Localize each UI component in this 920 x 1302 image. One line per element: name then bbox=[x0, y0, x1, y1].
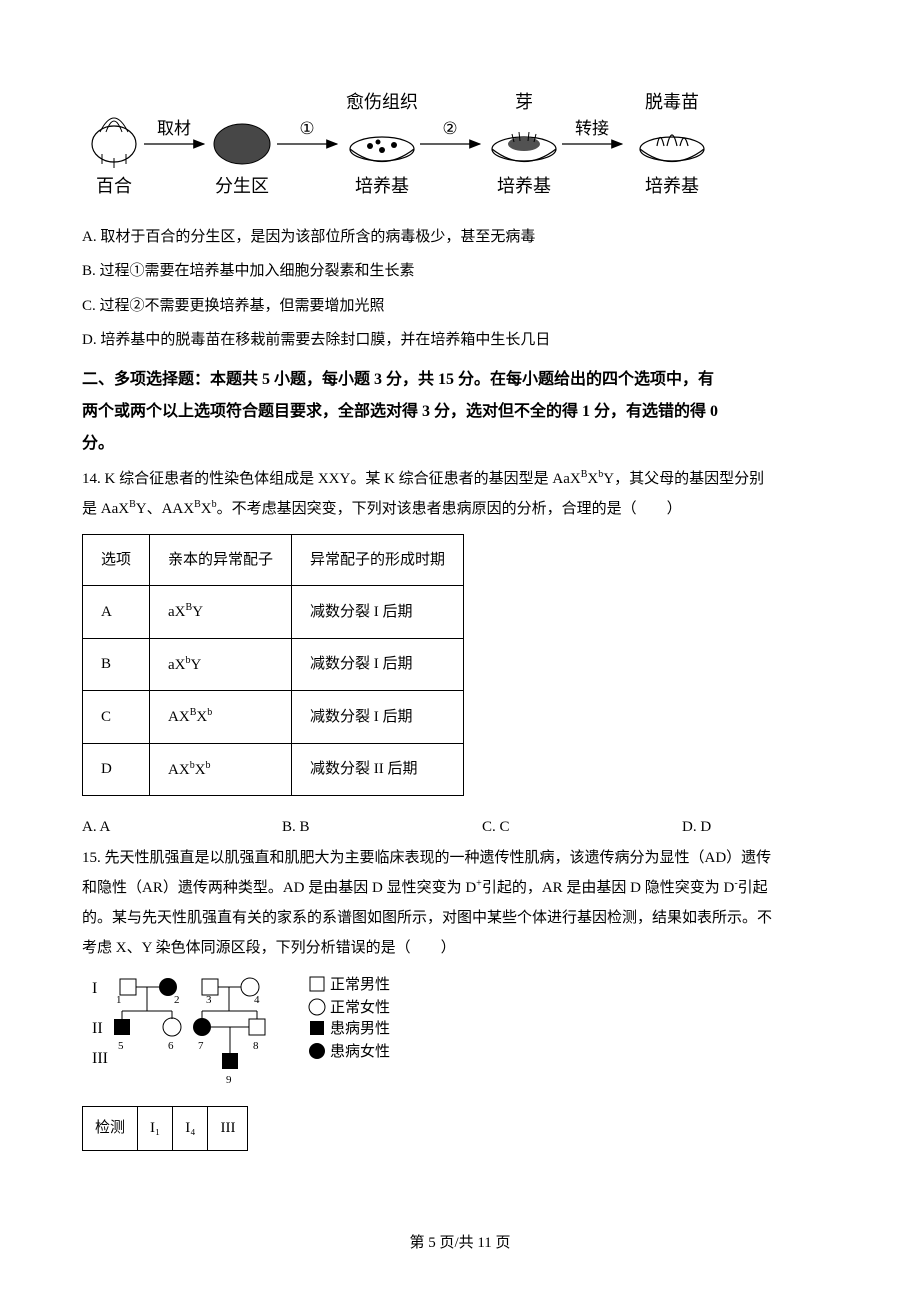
diagram-label-meristem: 分生区 bbox=[215, 176, 269, 196]
diagram-label-lily: 百合 bbox=[96, 176, 132, 196]
q15-table: 检测 I₁ I₄ III bbox=[82, 1106, 248, 1151]
diagram-top-bud: 芽 bbox=[515, 92, 533, 112]
q14-table: 选项 亲本的异常配子 异常配子的形成时期 A aXBY 减数分裂 I 后期 B … bbox=[82, 534, 464, 797]
virusfree-dish-icon bbox=[640, 135, 704, 162]
page-footer: 第 5 页/共 11 页 bbox=[0, 1232, 920, 1255]
table-row: B aXbY 减数分裂 I 后期 bbox=[83, 638, 464, 691]
svg-text:4: 4 bbox=[254, 994, 260, 1006]
diagram-label-medium3: 培养基 bbox=[645, 176, 699, 196]
diagram-top-virusfree: 脱毒苗 bbox=[645, 92, 699, 112]
table-row: 检测 I₁ I₄ III bbox=[83, 1107, 248, 1151]
svg-text:正常女性: 正常女性 bbox=[330, 998, 390, 1016]
q14-h1: 选项 bbox=[83, 534, 150, 586]
svg-text:3: 3 bbox=[206, 994, 212, 1006]
q15-pedigree: I II III 1 2 3 4 5 6 7 8 9 正常男性 正常女性 患病男… bbox=[82, 971, 838, 1099]
q14-answers: A. A B. B C. C D. D bbox=[82, 816, 838, 839]
svg-text:1: 1 bbox=[116, 994, 122, 1006]
section-2-line1: 二、多项选择题：本题共 5 小题，每小题 3 分，共 15 分。在每小题给出的四… bbox=[82, 371, 714, 388]
diagram-label-medium1: 培养基 bbox=[355, 176, 409, 196]
section-2-header: 二、多项选择题：本题共 5 小题，每小题 3 分，共 15 分。在每小题给出的四… bbox=[82, 364, 838, 460]
svg-text:正常男性: 正常男性 bbox=[330, 976, 390, 993]
gen-label-1: I bbox=[92, 980, 97, 997]
svg-text:9: 9 bbox=[226, 1074, 232, 1086]
process-diagram: 百合 取材 分生区 ① 愈伤组织 培养基 ② 芽 培养基 转接 脱毒苗 培养基 bbox=[82, 84, 838, 212]
svg-text:2: 2 bbox=[174, 994, 180, 1006]
table-row: 选项 亲本的异常配子 异常配子的形成时期 bbox=[83, 534, 464, 586]
q14-h2: 亲本的异常配子 bbox=[150, 534, 292, 586]
diagram-top-callus: 愈伤组织 bbox=[346, 92, 418, 112]
svg-text:8: 8 bbox=[253, 1040, 259, 1052]
arrow-label-4: 转接 bbox=[575, 119, 609, 138]
svg-text:6: 6 bbox=[168, 1040, 174, 1052]
lily-icon bbox=[92, 118, 136, 168]
q14-stem: 14. K 综合征患者的性染色体组成是 XXY。某 K 综合征患者的基因型是 A… bbox=[82, 464, 838, 524]
q14-ans-d: D. D bbox=[682, 816, 711, 839]
section-2-line2: 两个或两个以上选项符合题目要求，全部选对得 3 分，选对但不全的得 1 分，有选… bbox=[82, 403, 718, 420]
q15-stem: 15. 先天性肌强直是以肌强直和肌肥大为主要临床表现的一种遗传性肌病，该遗传病分… bbox=[82, 843, 838, 963]
q14-ans-a: A. A bbox=[82, 816, 282, 839]
diagram-svg: 百合 取材 分生区 ① 愈伤组织 培养基 ② 芽 培养基 转接 脱毒苗 培养基 bbox=[82, 84, 782, 204]
arrow-label-3: ② bbox=[442, 119, 457, 138]
q14-ans-c: C. C bbox=[482, 816, 682, 839]
svg-text:7: 7 bbox=[198, 1040, 204, 1052]
svg-text:患病女性: 患病女性 bbox=[330, 1042, 390, 1060]
gen-label-3: III bbox=[92, 1050, 108, 1067]
svg-text:患病男性: 患病男性 bbox=[330, 1020, 390, 1037]
meristem-icon bbox=[214, 124, 270, 164]
arrow-label-2: ① bbox=[299, 119, 314, 138]
diagram-label-medium2: 培养基 bbox=[497, 176, 551, 196]
q14-ans-b: B. B bbox=[282, 816, 482, 839]
section-2-line3: 分。 bbox=[82, 435, 114, 452]
table-row: D AXbXb 减数分裂 II 后期 bbox=[83, 743, 464, 796]
table-row: A aXBY 减数分裂 I 后期 bbox=[83, 586, 464, 639]
pedigree-svg: I II III 1 2 3 4 5 6 7 8 9 正常男性 正常女性 患病男… bbox=[82, 971, 442, 1091]
q13-option-a: A. 取材于百合的分生区，是因为该部位所含的病毒极少，甚至无病毒 bbox=[82, 226, 838, 249]
gen-label-2: II bbox=[92, 1020, 103, 1037]
svg-text:5: 5 bbox=[118, 1040, 124, 1052]
table-row: C AXBXb 减数分裂 I 后期 bbox=[83, 691, 464, 744]
callus-dish-icon bbox=[350, 137, 414, 162]
q13-option-b: B. 过程①需要在培养基中加入细胞分裂素和生长素 bbox=[82, 260, 838, 283]
bud-dish-icon bbox=[492, 132, 556, 162]
q13-option-d: D. 培养基中的脱毒苗在移栽前需要去除封口膜，并在培养箱中生长几日 bbox=[82, 329, 838, 352]
arrow-label-1: 取材 bbox=[157, 119, 191, 138]
q13-option-c: C. 过程②不需要更换培养基，但需要增加光照 bbox=[82, 295, 838, 318]
q14-h3: 异常配子的形成时期 bbox=[292, 534, 464, 586]
